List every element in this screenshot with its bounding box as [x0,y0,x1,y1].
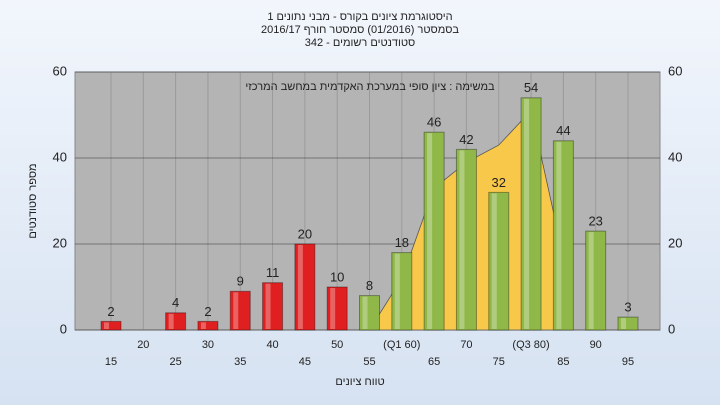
bar-shine [556,141,562,329]
data-label: 54 [524,80,538,95]
bar [585,230,607,331]
bar [488,191,510,331]
x-tick-label: 30 [202,339,214,351]
bar [100,320,122,331]
bar [229,290,251,331]
x-tick-label: 35 [234,356,246,368]
bar [617,316,639,331]
x-tick-label: 25 [170,356,182,368]
data-label: 32 [492,175,506,190]
bar [359,295,380,331]
x-tick-label: 40 [266,339,278,351]
bar [391,252,413,331]
x-tick-label: 50 [331,339,343,351]
y2-tick-label: 40 [668,149,682,164]
x-tick-label: 95 [622,356,634,368]
title-line: בסמסטר (01/2016) סמסטר חורף 2016/17 [261,24,459,36]
y-tick-label: 0 [60,321,67,336]
bar-shine [459,150,465,329]
y-tick-label: 20 [53,235,67,250]
bar-shine [104,322,109,329]
title-line: היסטוגרמת ציונים בקורס - מבני נתונים 1 [267,11,452,23]
x-axis-label: טווח ציונים [335,376,384,388]
bar-shine [330,288,336,329]
y-tick-label: 60 [53,63,67,78]
data-label: 11 [266,265,280,280]
bar-shine [491,193,497,329]
y2-tick-label: 0 [668,321,675,336]
bar-shine [168,313,174,329]
bar-shine [427,133,433,329]
x-tick-label: 75 [493,356,505,368]
bar [197,320,219,331]
bar [326,286,348,331]
bar-shine [233,292,239,329]
bar-shine [588,232,594,329]
bar-shine [362,296,368,329]
data-label: 2 [204,304,211,319]
bar [165,312,187,331]
data-label: 8 [366,278,373,293]
x-tick-label: 15 [105,356,117,368]
data-label: 9 [237,274,244,289]
data-label: 46 [427,115,441,130]
title-line: סטודנטים רשומים - 342 [305,37,416,49]
bar-shine [200,322,206,329]
x-tick-label: (Q3 80) [512,339,549,351]
y-tick-label: 40 [53,149,67,164]
annotation: במשימה : ציון סופי במערכת האקדמית במחשב … [245,81,495,93]
data-label: 18 [395,235,409,250]
x-tick-label: 65 [428,356,440,368]
data-label: 10 [330,269,344,284]
data-label: 44 [556,123,570,138]
bar-shine [297,245,303,329]
bar-shine [524,98,530,329]
bar [552,140,574,331]
x-tick-label: 85 [557,356,569,368]
data-label: 23 [588,214,602,229]
data-label: 42 [459,132,473,147]
x-tick-label: (Q1 60) [383,339,420,351]
bar [294,243,316,331]
x-tick-label: 20 [137,339,149,351]
x-tick-label: 55 [363,356,375,368]
x-tick-label: 45 [299,356,311,368]
data-label: 4 [172,295,179,310]
data-label: 2 [107,304,114,319]
bar [262,282,284,331]
bar-shine [621,318,626,329]
y2-tick-label: 60 [668,63,682,78]
bar [423,131,445,331]
x-tick-label: 70 [460,339,472,351]
x-tick-label: 90 [590,339,602,351]
bar [455,148,477,331]
y-axis-label: מספר סטודנטים [27,163,39,238]
data-label: 3 [624,300,631,315]
bar-shine [265,283,271,329]
y2-tick-label: 20 [668,235,682,250]
bar-shine [394,253,400,329]
bar [520,97,542,331]
data-label: 20 [298,226,312,241]
